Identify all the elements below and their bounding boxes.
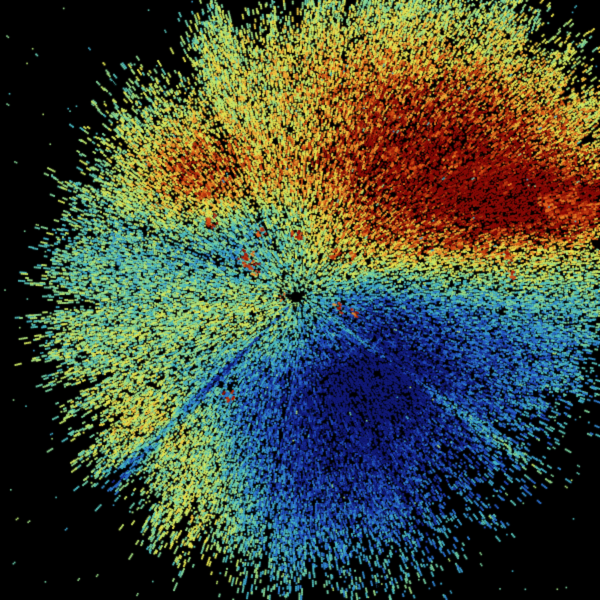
screenshot-root xyxy=(0,0,600,600)
radar-heatmap-canvas xyxy=(0,0,600,600)
radar-heatmap-figure xyxy=(0,0,600,600)
